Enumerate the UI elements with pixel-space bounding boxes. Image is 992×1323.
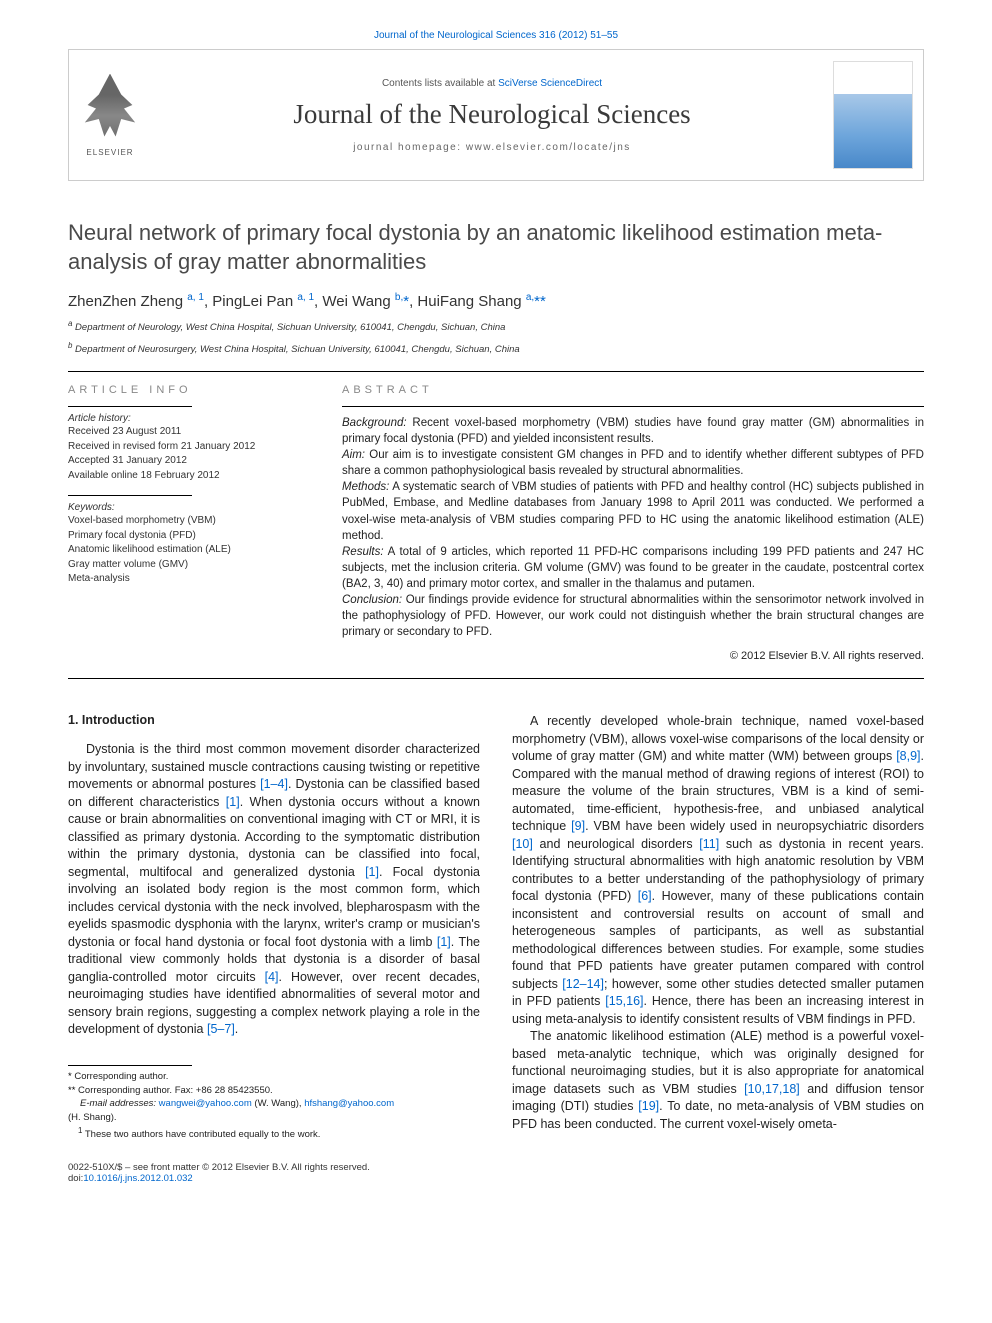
email-1-who: (W. Wang), [252, 1098, 304, 1109]
bottom-row: 0022-510X/$ – see front matter © 2012 El… [68, 1162, 924, 1184]
aim-label: Aim: [342, 449, 365, 461]
abstract-copyright: © 2012 Elsevier B.V. All rights reserved… [342, 650, 924, 662]
affiliation-b: b Department of Neurosurgery, West China… [68, 340, 924, 357]
column-right: A recently developed whole-brain techniq… [512, 713, 924, 1141]
sciverse-link[interactable]: SciVerse ScienceDirect [498, 78, 602, 89]
footnote-emails: E-mail addresses: wangwei@yahoo.com (W. … [68, 1097, 480, 1111]
conclusion-label: Conclusion: [342, 594, 402, 606]
journal-title: Journal of the Neurological Sciences [151, 99, 833, 130]
abstract-label: abstract [342, 384, 924, 396]
journal-cover-thumbnail [833, 61, 913, 169]
body-divider [68, 678, 924, 679]
contents-available-line: Contents lists available at SciVerse Sci… [151, 78, 833, 89]
results-text: A total of 9 articles, which reported 11… [342, 546, 924, 590]
email-1[interactable]: wangwei@yahoo.com [159, 1098, 252, 1109]
email-label: E-mail addresses: [80, 1098, 156, 1109]
info-abstract-row: article info Article history: Received 2… [68, 384, 924, 662]
journal-header: ELSEVIER Contents lists available at Sci… [68, 49, 924, 181]
elsevier-tree-icon [82, 74, 138, 144]
mini-divider-2 [68, 495, 192, 496]
intro-paragraph-3: The anatomic likelihood estimation (ALE)… [512, 1028, 924, 1133]
methods-text: A systematic search of VBM studies of pa… [342, 481, 924, 541]
footnote-contribution: 1 These two authors have contributed equ… [68, 1125, 480, 1142]
email-2[interactable]: hfshang@yahoo.com [304, 1098, 394, 1109]
homepage-url[interactable]: www.elsevier.com/locate/jns [466, 142, 631, 153]
online-line: Available online 18 February 2012 [68, 469, 306, 484]
journal-citation-line: Journal of the Neurological Sciences 316… [68, 30, 924, 41]
authors-line: ZhenZhen Zheng a, 1, PingLei Pan a, 1, W… [68, 292, 924, 310]
footnote-email-who-2: (H. Shang). [68, 1111, 480, 1125]
results-label: Results: [342, 546, 384, 558]
doi-link[interactable]: 10.1016/j.jns.2012.01.032 [83, 1173, 192, 1184]
article-title: Neural network of primary focal dystonia… [68, 219, 924, 276]
bottom-left: 0022-510X/$ – see front matter © 2012 El… [68, 1162, 370, 1184]
abstract-text: Background: Recent voxel-based morphomet… [342, 415, 924, 640]
keyword: Anatomic likelihood estimation (ALE) [68, 543, 306, 558]
conclusion-text: Our findings provide evidence for struct… [342, 594, 924, 638]
article-history-label: Article history: [68, 413, 306, 424]
keyword: Voxel-based morphometry (VBM) [68, 514, 306, 529]
keyword: Primary focal dystonia (PFD) [68, 529, 306, 544]
article-info-label: article info [68, 384, 306, 396]
mini-divider-1 [68, 406, 192, 407]
intro-heading: 1. Introduction [68, 713, 480, 727]
article-info-block: article info Article history: Received 2… [68, 384, 306, 662]
homepage-label: journal homepage: [353, 142, 466, 153]
column-left: 1. Introduction Dystonia is the third mo… [68, 713, 480, 1141]
divider-top [68, 371, 924, 372]
abstract-divider [342, 406, 924, 407]
revised-line: Received in revised form 21 January 2012 [68, 440, 306, 455]
received-line: Received 23 August 2011 [68, 425, 306, 440]
body-columns: 1. Introduction Dystonia is the third mo… [68, 713, 924, 1141]
footnote-corresponding-1: * Corresponding author. [68, 1070, 480, 1084]
aim-text: Our aim is to investigate consistent GM … [342, 449, 924, 477]
background-label: Background: [342, 417, 407, 429]
footnote-corresponding-2: ** Corresponding author. Fax: +86 28 854… [68, 1084, 480, 1098]
contents-pre: Contents lists available at [382, 78, 498, 89]
keyword: Gray matter volume (GMV) [68, 558, 306, 573]
elsevier-text: ELSEVIER [86, 148, 133, 157]
issn-line: 0022-510X/$ – see front matter © 2012 El… [68, 1162, 370, 1173]
abstract-block: abstract Background: Recent voxel-based … [342, 384, 924, 662]
keywords-label: Keywords: [68, 502, 306, 513]
elsevier-logo: ELSEVIER [69, 66, 151, 165]
background-text: Recent voxel-based morphometry (VBM) stu… [342, 417, 924, 445]
intro-paragraph-2: A recently developed whole-brain techniq… [512, 713, 924, 1028]
header-center: Contents lists available at SciVerse Sci… [151, 78, 833, 153]
footnote-divider [68, 1065, 192, 1066]
methods-label: Methods: [342, 481, 389, 493]
affiliation-a: a Department of Neurology, West China Ho… [68, 318, 924, 335]
homepage-line: journal homepage: www.elsevier.com/locat… [151, 142, 833, 153]
doi-line: doi:10.1016/j.jns.2012.01.032 [68, 1173, 370, 1184]
intro-paragraph-1: Dystonia is the third most common moveme… [68, 741, 480, 1039]
accepted-line: Accepted 31 January 2012 [68, 454, 306, 469]
keyword: Meta-analysis [68, 572, 306, 587]
